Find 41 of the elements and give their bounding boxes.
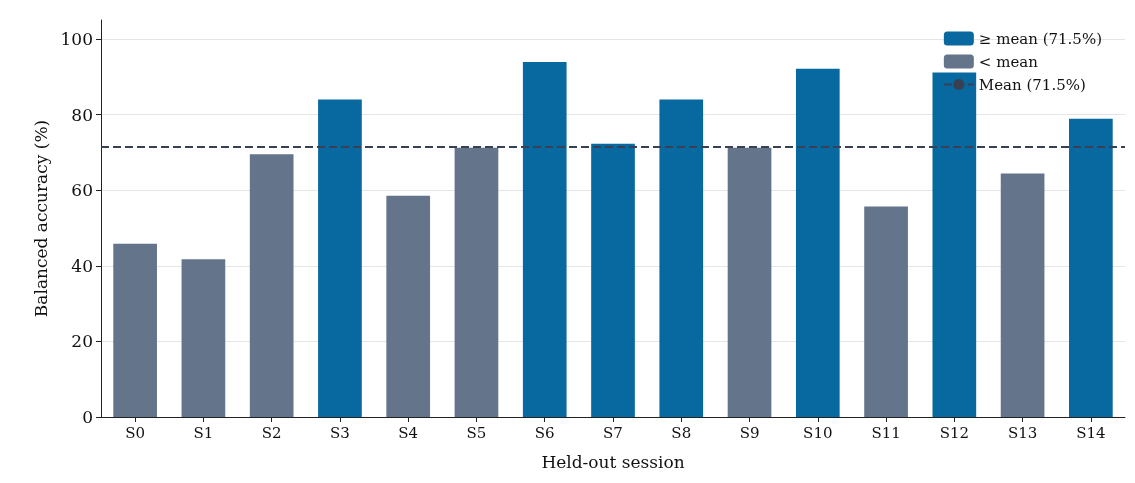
bar: [454, 147, 499, 417]
bar: [1069, 118, 1113, 417]
bar: [113, 243, 157, 417]
x-tick-label: S7: [603, 423, 623, 442]
y-tick-label: 0: [82, 407, 93, 427]
x-tick-label: S10: [803, 423, 833, 442]
bar: [864, 206, 908, 417]
y-tick-label: 100: [60, 28, 93, 49]
x-tick-label: S5: [466, 423, 487, 442]
y-axis-title: Balanced accuracy (%): [31, 119, 52, 318]
y-tick-label: 40: [71, 255, 93, 276]
bar: [249, 154, 294, 417]
y-tick-label: 20: [71, 331, 93, 352]
x-tick-label: S6: [534, 423, 555, 442]
bar: [795, 68, 840, 417]
bar: [659, 99, 704, 417]
x-tick-label: S3: [330, 423, 350, 442]
x-tick-label: S2: [261, 423, 282, 442]
legend-label: ≥ mean (71.5%): [978, 29, 1103, 48]
bar: [591, 143, 635, 417]
x-tick-label: S12: [939, 423, 970, 442]
bar: [932, 72, 977, 417]
x-tick-label: S9: [739, 423, 760, 442]
y-tick-label: 80: [71, 104, 93, 125]
bar: [318, 99, 362, 417]
x-tick-label: S14: [1076, 423, 1106, 442]
x-tick-label: S0: [125, 423, 146, 442]
bar: [727, 147, 772, 417]
x-tick-label: S13: [1007, 423, 1038, 442]
legend-label: Mean (71.5%): [978, 75, 1086, 94]
x-tick-label: S11: [871, 423, 901, 442]
bar: [522, 61, 567, 417]
x-axis-title: Held-out session: [541, 451, 685, 472]
bar: [386, 195, 431, 417]
bar: [1000, 173, 1045, 417]
bar: [181, 259, 226, 417]
y-tick-label: 60: [71, 180, 93, 201]
legend-label: < mean: [978, 52, 1039, 71]
x-tick-label: S8: [671, 423, 692, 442]
x-tick-label: S4: [398, 423, 419, 442]
x-tick-label: S1: [193, 423, 214, 442]
